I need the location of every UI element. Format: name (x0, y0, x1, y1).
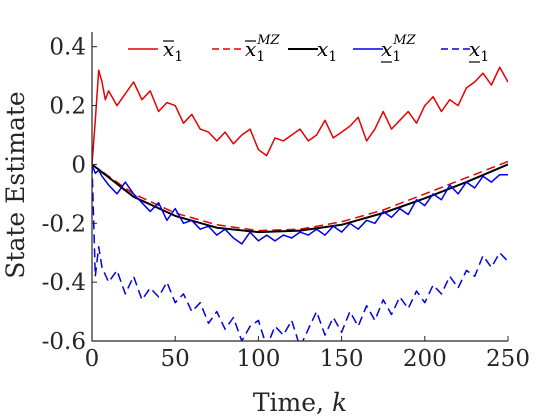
y-tick-label: -0.4 (42, 270, 86, 296)
series-line-2 (92, 160, 508, 232)
axes-layer: 0 50 100 150 200 250 -0.6 -0.4 -0.2 0 0.2 0.4 (42, 32, 530, 372)
y-tick-label: 0.2 (49, 94, 86, 120)
x-tick-label: 100 (236, 346, 280, 372)
legend-label-2: x1MZ (245, 33, 281, 65)
series-line-3 (92, 163, 508, 234)
y-tick-label: -0.2 (42, 211, 86, 237)
legend-label-4: x1MZ (381, 33, 417, 65)
y-tick-label: 0.4 (49, 35, 86, 61)
series-layer (92, 66, 508, 341)
legend-label-3: x1 (317, 37, 337, 65)
axis-box (91, 32, 508, 342)
x-axis-title-text: Time, (253, 388, 324, 417)
x-tick-label: 150 (320, 346, 364, 372)
y-axis-title: State Estimate (1, 91, 30, 278)
x-axis-title-var: k (332, 388, 347, 417)
x-tick-label: 200 (403, 346, 447, 372)
x-tick-label: 0 (85, 346, 100, 372)
series-line-5 (92, 164, 508, 341)
y-tick-label: -0.6 (42, 329, 86, 355)
x-tick-label: 250 (486, 346, 530, 372)
series-line-4 (92, 164, 508, 245)
series-line-1 (92, 66, 508, 165)
x-axis-title: Time, k (253, 388, 347, 417)
legend-label-1: x1 (163, 37, 183, 65)
y-tick-label: 0 (71, 152, 86, 178)
legend-label-5: x1 (469, 37, 489, 65)
legend: x1 x1MZ x1 x1MZ x1 (128, 33, 489, 65)
x-tick-label: 50 (161, 346, 190, 372)
